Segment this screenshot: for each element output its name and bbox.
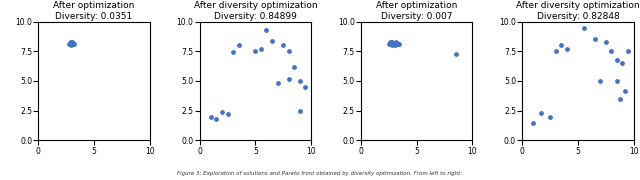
Point bbox=[261, 28, 271, 31]
Point bbox=[601, 40, 611, 43]
Point bbox=[65, 40, 76, 43]
Point bbox=[562, 48, 572, 50]
Point bbox=[69, 43, 79, 46]
Point bbox=[390, 44, 400, 47]
Point bbox=[250, 50, 260, 53]
Point bbox=[579, 26, 589, 29]
Point bbox=[545, 115, 556, 118]
Point bbox=[387, 40, 397, 43]
Point bbox=[384, 43, 394, 46]
Point bbox=[390, 41, 401, 44]
Point bbox=[66, 43, 76, 46]
Point bbox=[295, 109, 305, 112]
Point bbox=[550, 50, 561, 53]
Point bbox=[65, 42, 76, 44]
Point bbox=[284, 50, 294, 53]
Point bbox=[284, 77, 294, 80]
Point bbox=[228, 51, 238, 54]
Point bbox=[387, 43, 397, 46]
Point bbox=[385, 40, 395, 43]
Point bbox=[211, 118, 221, 120]
Point bbox=[278, 44, 288, 47]
Point bbox=[388, 42, 399, 45]
Point bbox=[618, 62, 628, 65]
Point bbox=[620, 89, 630, 92]
Point bbox=[300, 86, 310, 88]
Title: After optimization
Diversity: 0.007: After optimization Diversity: 0.007 bbox=[376, 1, 458, 21]
Point bbox=[386, 42, 396, 44]
Point bbox=[606, 50, 616, 53]
Point bbox=[267, 39, 277, 42]
Point bbox=[256, 48, 266, 50]
Point bbox=[295, 80, 305, 82]
Point bbox=[65, 41, 76, 44]
Point bbox=[389, 42, 399, 44]
Title: After diversity optimization
Diversity: 0.82848: After diversity optimization Diversity: … bbox=[516, 1, 640, 21]
Point bbox=[223, 113, 233, 116]
Text: Figure 3: Exploration of solutions and Pareto front obtained by diversity optimi: Figure 3: Exploration of solutions and P… bbox=[177, 171, 463, 176]
Point bbox=[234, 44, 244, 47]
Point bbox=[65, 43, 75, 46]
Point bbox=[273, 82, 283, 85]
Point bbox=[205, 115, 216, 118]
Point bbox=[536, 112, 547, 114]
Point bbox=[589, 38, 600, 41]
Point bbox=[612, 80, 622, 82]
Point bbox=[67, 42, 77, 44]
Title: After optimization
Diversity: 0.0351: After optimization Diversity: 0.0351 bbox=[53, 1, 134, 21]
Point bbox=[623, 50, 633, 53]
Point bbox=[451, 52, 461, 55]
Point bbox=[68, 43, 78, 46]
Point bbox=[289, 65, 300, 68]
Point bbox=[556, 44, 566, 47]
Point bbox=[68, 42, 78, 45]
Point bbox=[67, 40, 77, 43]
Point bbox=[529, 121, 539, 124]
Point bbox=[392, 42, 402, 45]
Point bbox=[595, 80, 605, 82]
Point bbox=[612, 58, 622, 61]
Point bbox=[392, 43, 403, 46]
Point bbox=[217, 111, 227, 113]
Point bbox=[68, 42, 79, 44]
Point bbox=[615, 97, 625, 100]
Point bbox=[64, 42, 74, 45]
Point bbox=[394, 43, 404, 46]
Title: After diversity optimization
Diversity: 0.84899: After diversity optimization Diversity: … bbox=[193, 1, 317, 21]
